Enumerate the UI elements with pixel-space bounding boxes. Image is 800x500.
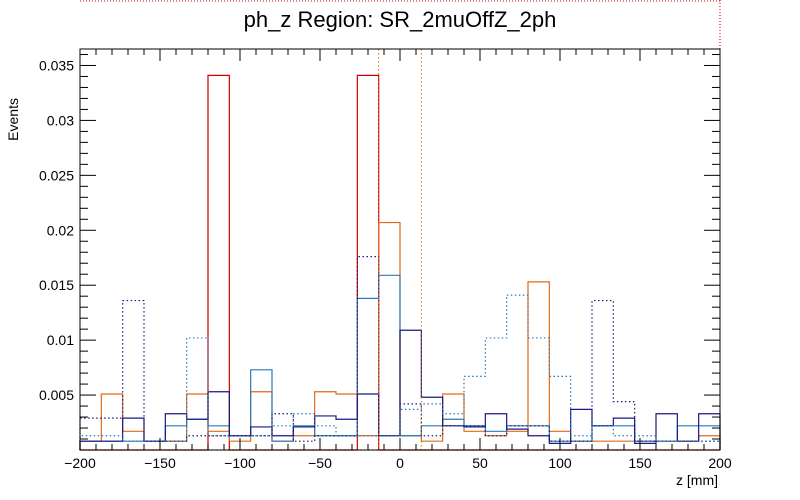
histogram-series-6 (79, 294, 721, 450)
x-tick-label: 0 (396, 455, 404, 471)
y-axis: 0.005 0.01 0.015 0.02 0.025 0.03 0.035 (39, 53, 720, 440)
y-axis-label: Events (5, 98, 21, 141)
x-tick-label: 50 (472, 455, 488, 471)
x-tick-label: 200 (708, 455, 732, 471)
y-tick-label: 0.01 (47, 332, 74, 348)
x-axis: −200 −150 −100 −50 0 50 100 150 200 (64, 49, 732, 471)
x-tick-label: −100 (224, 455, 256, 471)
y-tick-label: 0.035 (39, 57, 74, 73)
x-tick-label: −50 (308, 455, 332, 471)
histogram-series-group (79, 49, 721, 451)
x-tick-label: 100 (548, 455, 572, 471)
x-axis-label: z [mm] (676, 472, 718, 488)
y-tick-label: 0.005 (39, 387, 74, 403)
y-tick-label: 0.025 (39, 167, 74, 183)
y-tick-label: 0.015 (39, 277, 74, 293)
x-tick-label: 150 (628, 455, 652, 471)
y-tick-label: 0.03 (47, 112, 74, 128)
chart-title: ph_z Region: SR_2muOffZ_2ph (244, 7, 557, 32)
y-tick-label: 0.02 (47, 222, 74, 238)
x-tick-label: −150 (144, 455, 176, 471)
x-tick-label: −200 (64, 455, 96, 471)
